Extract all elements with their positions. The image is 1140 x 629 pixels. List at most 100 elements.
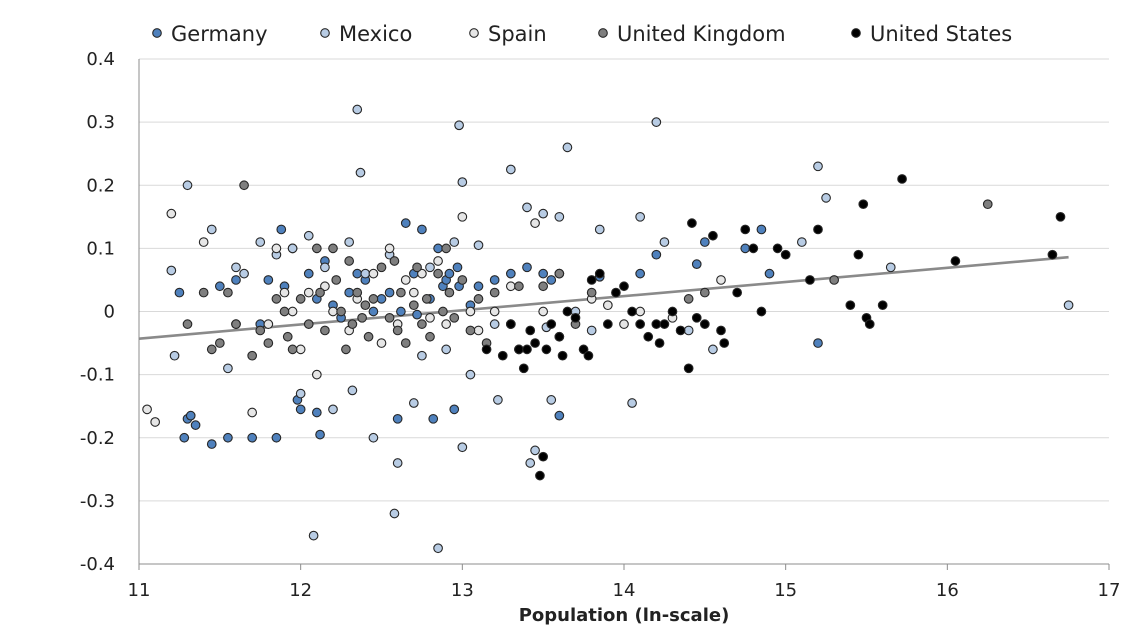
data-point-united-states xyxy=(635,319,646,329)
x-tick-label: 11 xyxy=(128,580,151,601)
legend-label-united-kingdom: United Kingdom xyxy=(617,22,786,46)
data-point-spain xyxy=(538,306,549,317)
data-point-mexico xyxy=(821,193,831,203)
data-point-united-kingdom xyxy=(417,319,427,329)
trendline xyxy=(138,255,1069,340)
data-point-united-kingdom xyxy=(683,294,694,304)
data-point-united-kingdom xyxy=(182,319,193,329)
data-point-mexico xyxy=(425,262,435,273)
data-point-united-kingdom xyxy=(982,199,993,210)
data-point-united-states xyxy=(756,306,767,317)
data-point-spain xyxy=(602,300,613,311)
data-point-united-kingdom xyxy=(538,281,549,292)
data-point-spain xyxy=(619,319,629,329)
data-point-mexico xyxy=(328,404,338,415)
data-point-spain xyxy=(441,319,452,329)
data-point-germany xyxy=(352,268,363,279)
data-point-united-states xyxy=(525,325,536,336)
data-point-united-kingdom xyxy=(396,287,406,298)
data-point-united-kingdom xyxy=(441,243,452,254)
legend-marker-united-kingdom xyxy=(598,28,608,38)
data-point-mexico xyxy=(449,237,460,247)
data-point-spain xyxy=(295,344,306,355)
axes xyxy=(138,59,1110,570)
data-point-germany xyxy=(223,432,233,443)
data-point-mexico xyxy=(708,344,718,355)
data-point-spain xyxy=(376,338,387,348)
data-point-united-kingdom xyxy=(352,287,363,298)
data-point-mexico xyxy=(489,319,500,329)
data-point-united-states xyxy=(853,249,864,260)
data-point-mexico xyxy=(352,104,363,115)
data-point-united-kingdom xyxy=(465,325,476,336)
data-point-mexico xyxy=(166,265,177,276)
data-point-germany xyxy=(412,309,422,320)
data-point-united-states xyxy=(535,470,545,481)
data-point-mexico xyxy=(457,177,468,187)
x-tick-label: 16 xyxy=(936,580,959,601)
data-point-germany xyxy=(699,237,710,247)
data-point-united-states xyxy=(522,344,532,355)
data-point-united-kingdom xyxy=(829,275,840,285)
data-point-united-states xyxy=(530,338,540,348)
data-points xyxy=(142,104,1074,554)
data-point-united-states xyxy=(602,319,613,329)
data-point-united-kingdom xyxy=(376,262,387,273)
data-point-germany xyxy=(449,404,460,415)
y-tick-label: 0.1 xyxy=(86,238,115,259)
data-point-mexico xyxy=(223,363,233,374)
data-point-united-kingdom xyxy=(247,350,258,361)
data-point-united-kingdom xyxy=(363,331,374,342)
data-point-spain xyxy=(279,287,290,298)
data-point-germany xyxy=(756,224,767,235)
data-point-united-kingdom xyxy=(303,319,314,329)
data-point-mexico xyxy=(813,161,823,172)
data-point-germany xyxy=(554,410,565,421)
data-point-spain xyxy=(263,319,274,329)
data-point-united-kingdom xyxy=(392,325,403,336)
data-point-spain xyxy=(311,369,322,380)
data-point-united-states xyxy=(497,350,508,361)
data-point-united-states xyxy=(627,306,637,317)
data-point-united-states xyxy=(594,268,605,279)
data-point-germany xyxy=(231,275,241,285)
legend: Germany Mexico Spain United Kingdom United S… xyxy=(152,22,1012,46)
data-point-united-states xyxy=(748,243,759,254)
data-point-spain xyxy=(287,306,298,317)
data-point-mexico xyxy=(546,395,557,405)
data-point-united-states xyxy=(805,275,815,285)
data-point-spain xyxy=(505,281,516,292)
data-point-spain xyxy=(198,237,209,247)
data-point-united-states xyxy=(659,319,670,329)
data-point-united-kingdom xyxy=(320,325,330,336)
data-point-united-states xyxy=(813,224,823,235)
data-point-spain xyxy=(142,404,152,415)
data-point-united-kingdom xyxy=(198,287,209,298)
data-point-united-kingdom xyxy=(360,300,371,311)
data-point-united-states xyxy=(845,300,856,311)
data-point-united-kingdom xyxy=(344,256,355,266)
data-point-united-states xyxy=(481,344,492,355)
data-point-united-states xyxy=(667,306,678,317)
data-point-spain xyxy=(465,306,476,317)
data-point-mexico xyxy=(796,237,807,247)
data-point-spain xyxy=(433,256,443,266)
data-point-united-states xyxy=(557,350,568,361)
data-point-germany xyxy=(473,281,484,292)
data-point-mexico xyxy=(493,395,503,405)
data-point-united-kingdom xyxy=(425,331,435,342)
data-point-spain xyxy=(530,218,540,228)
data-point-germany xyxy=(400,218,411,228)
data-point-germany xyxy=(276,224,287,235)
data-point-germany xyxy=(813,338,823,348)
data-point-mexico xyxy=(206,224,217,235)
data-point-united-states xyxy=(583,350,594,361)
data-point-germany xyxy=(489,275,500,285)
data-point-germany xyxy=(522,262,532,273)
legend-label-mexico: Mexico xyxy=(339,22,412,46)
legend-marker-united-states xyxy=(851,28,861,38)
data-point-mexico xyxy=(433,543,443,554)
data-point-united-kingdom xyxy=(239,180,249,191)
data-point-germany xyxy=(179,432,190,443)
